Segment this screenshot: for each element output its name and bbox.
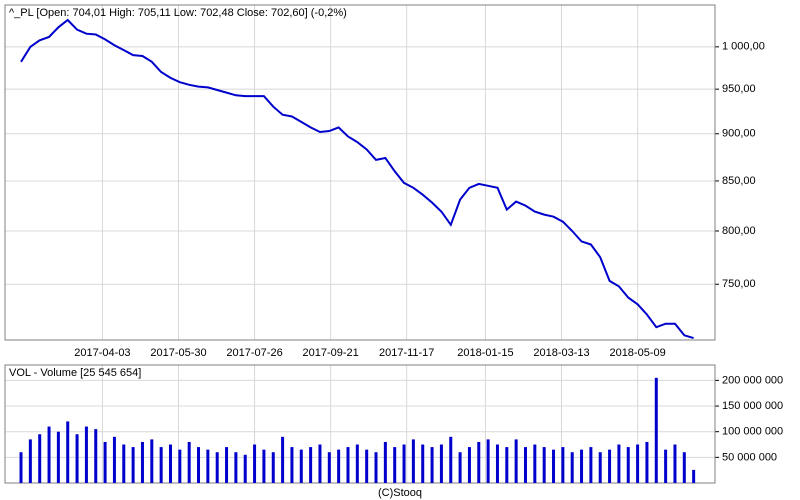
volume-bar: [645, 441, 649, 483]
y-tick-label: 750,00: [722, 278, 756, 290]
volume-bar: [234, 452, 238, 483]
y-tick-label: 900,00: [722, 128, 756, 140]
volume-bar: [561, 447, 565, 483]
x-tick-label: 2017-07-26: [226, 347, 282, 359]
y-tick-label: 100 000 000: [722, 426, 783, 438]
volume-bar: [570, 452, 574, 483]
volume-bar: [168, 444, 172, 483]
volume-bar: [47, 426, 51, 483]
volume-bar: [38, 434, 42, 483]
volume-bar: [337, 449, 341, 483]
volume-bar: [28, 439, 32, 483]
volume-bar: [103, 441, 107, 483]
x-tick-label: 2017-04-03: [74, 347, 130, 359]
volume-bar: [505, 447, 509, 483]
volume-bar: [383, 441, 387, 483]
y-tick-label: 850,00: [722, 175, 756, 187]
volume-bar: [598, 452, 602, 483]
volume-bar: [486, 439, 490, 483]
volume-bar: [253, 444, 257, 483]
x-tick-label: 2018-05-09: [609, 347, 665, 359]
volume-bar: [439, 444, 443, 483]
volume-bar: [533, 444, 537, 483]
x-tick-label: 2018-03-13: [533, 347, 589, 359]
volume-bar: [374, 452, 378, 483]
volume-bar: [608, 449, 612, 483]
volume-bar: [299, 449, 303, 483]
volume-bar: [178, 449, 182, 483]
volume-bar: [140, 441, 144, 483]
volume-bar: [449, 436, 453, 483]
y-tick-label: 950,00: [722, 83, 756, 95]
y-tick-label: 150 000 000: [722, 400, 783, 412]
volume-bar: [589, 447, 593, 483]
volume-bar: [159, 447, 163, 483]
volume-bar: [66, 421, 70, 483]
volume-bar: [617, 444, 621, 483]
volume-bar: [225, 447, 229, 483]
footer: (C)Stooq: [378, 487, 422, 499]
volume-bar: [580, 449, 584, 483]
volume-bar: [523, 447, 527, 483]
volume-bar: [421, 444, 425, 483]
volume-bar: [309, 447, 313, 483]
volume-bar: [393, 447, 397, 483]
volume-bar: [75, 434, 79, 483]
volume-bar: [514, 439, 518, 483]
volume-bar: [243, 454, 247, 483]
volume-bar: [19, 452, 23, 483]
price-line: [20, 18, 694, 340]
volume-bar: [271, 452, 275, 483]
volume-bar: [84, 426, 88, 483]
volume-bar: [467, 447, 471, 483]
volume-bar: [552, 449, 556, 483]
volume-bar: [187, 441, 191, 483]
x-tick-label: 2017-11-17: [379, 347, 434, 359]
volume-bar: [318, 444, 322, 483]
volume-bar: [281, 436, 285, 483]
y-tick-label: 200 000 000: [722, 374, 783, 386]
volume-bar: [664, 449, 668, 483]
volume-bar: [112, 436, 116, 483]
volume-bar: [131, 447, 135, 483]
plot-frame: [4, 364, 716, 484]
volume-bar: [673, 444, 677, 483]
volume-bar: [122, 444, 126, 483]
x-tick-label: 2017-09-21: [302, 347, 358, 359]
volume-bar: [626, 447, 630, 483]
y-tick-label: 50 000 000: [722, 451, 777, 463]
volume-bar: [150, 439, 154, 483]
volume-bar: [636, 444, 640, 483]
x-tick-label: 2018-01-15: [457, 347, 513, 359]
volume-bar: [56, 431, 60, 483]
volume-bar: [327, 452, 331, 483]
volume-bar: [692, 469, 696, 483]
volume-bar: [654, 377, 658, 483]
volume-bar: [495, 444, 499, 483]
y-tick-label: 800,00: [722, 225, 756, 237]
volume-bar: [206, 449, 210, 483]
volume-bar: [402, 444, 406, 483]
plot-frame: [4, 4, 716, 341]
volume-bar: [458, 452, 462, 483]
volume-bar: [290, 447, 294, 483]
volume-bar: [542, 447, 546, 483]
volume-bar: [477, 441, 481, 483]
panel-title: ^_PL [Open: 704,01 High: 705,11 Low: 702…: [9, 7, 347, 19]
volume-bar: [355, 444, 359, 483]
volume-bar: [411, 439, 415, 483]
volume-bar: [430, 447, 434, 483]
volume-bar: [682, 452, 686, 483]
y-tick-label: 1 000,00: [722, 41, 765, 53]
volume-bar: [346, 447, 350, 483]
x-tick-label: 2017-05-30: [150, 347, 206, 359]
panel-title: VOL - Volume [25 545 654]: [9, 367, 141, 379]
volume-bar: [365, 449, 369, 483]
volume-bar: [94, 429, 98, 483]
volume-bar: [197, 447, 201, 483]
volume-bar: [262, 449, 266, 483]
volume-bar: [215, 452, 219, 483]
